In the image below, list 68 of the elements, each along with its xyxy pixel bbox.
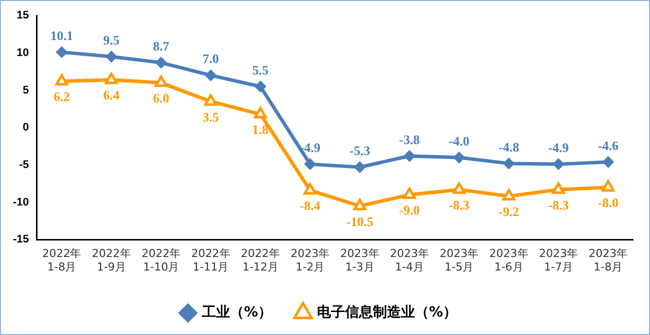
data-label: 9.5: [103, 32, 120, 48]
data-label: 6.2: [54, 89, 70, 104]
data-label: 3.5: [202, 109, 220, 124]
point: [154, 76, 168, 88]
data-label: -4.8: [498, 139, 520, 154]
data-label: -9.2: [498, 204, 520, 220]
point: [104, 72, 118, 84]
data-label: 7.0: [202, 51, 219, 66]
data-label: -4.6: [598, 138, 619, 153]
x-tick-label: 2023年 1-4月: [390, 247, 429, 274]
y-tick-label: 5: [22, 84, 29, 96]
point: [56, 46, 68, 58]
x-tick-label: 2023年 1-3月: [340, 247, 380, 274]
x-tick-label: 2023年 1-6月: [489, 247, 528, 274]
data-label: -8.3: [548, 197, 570, 212]
x-tick-label: 2022年 1-12月: [240, 247, 280, 274]
data-label: -9.0: [399, 202, 420, 218]
data-label: 6.0: [152, 90, 170, 106]
legend-label: 电子信息制造业（%）: [317, 304, 458, 321]
point: [502, 189, 516, 201]
x-tick-label: 2022年 1-9月: [92, 247, 131, 274]
point: [105, 50, 118, 63]
data-label: -8.0: [598, 195, 618, 210]
data-label: -4.9: [548, 140, 570, 156]
point: [602, 156, 614, 168]
y-tick-label: -15: [12, 234, 29, 246]
data-label: -5.3: [349, 143, 371, 158]
y-tick-label: 0: [22, 122, 29, 134]
point: [452, 182, 466, 194]
data-label: 8.7: [152, 38, 170, 54]
point: [353, 198, 366, 210]
y-tick-label: 10: [16, 46, 29, 59]
point: [403, 150, 416, 162]
point: [304, 183, 317, 195]
data-label: 10.1: [50, 28, 74, 44]
y-tick-label: 15: [16, 10, 29, 22]
data-label: 1.8: [252, 122, 270, 138]
data-label: -8.4: [300, 198, 321, 214]
x-tick-label: 2023年 1-5月: [440, 247, 479, 274]
x-tick-label: 2022年 1-10月: [142, 247, 181, 274]
x-tick-label: 2023年 1-7月: [538, 247, 578, 274]
y-tick-label: -5: [19, 158, 29, 171]
point: [602, 180, 615, 192]
point: [204, 69, 217, 82]
point: [453, 151, 466, 164]
data-label: 5.5: [252, 62, 270, 78]
point: [155, 56, 168, 69]
x-tick-label: 2022年 1-11月: [191, 247, 230, 274]
x-tick-label: 2023年 1-8月: [588, 247, 628, 274]
point: [552, 182, 565, 194]
point: [403, 188, 416, 200]
legend-label: 工业（%）: [200, 304, 272, 321]
point: [55, 74, 68, 86]
point: [204, 94, 218, 106]
point: [254, 106, 267, 118]
point: [354, 161, 366, 174]
point: [304, 158, 316, 170]
data-label: 6.4: [103, 88, 120, 103]
x-tick-label: 2022年 1-8月: [42, 247, 82, 274]
x-tick-label: 2023年 1-2月: [290, 247, 330, 274]
data-label: -10.5: [346, 214, 374, 229]
point: [502, 157, 515, 170]
y-tick-label: -10: [12, 196, 29, 208]
data-label: -4.9: [300, 140, 321, 156]
data-label: -3.8: [399, 132, 420, 147]
data-label: -4.0: [448, 133, 470, 148]
data-label: -8.3: [448, 197, 470, 212]
point: [254, 80, 266, 93]
